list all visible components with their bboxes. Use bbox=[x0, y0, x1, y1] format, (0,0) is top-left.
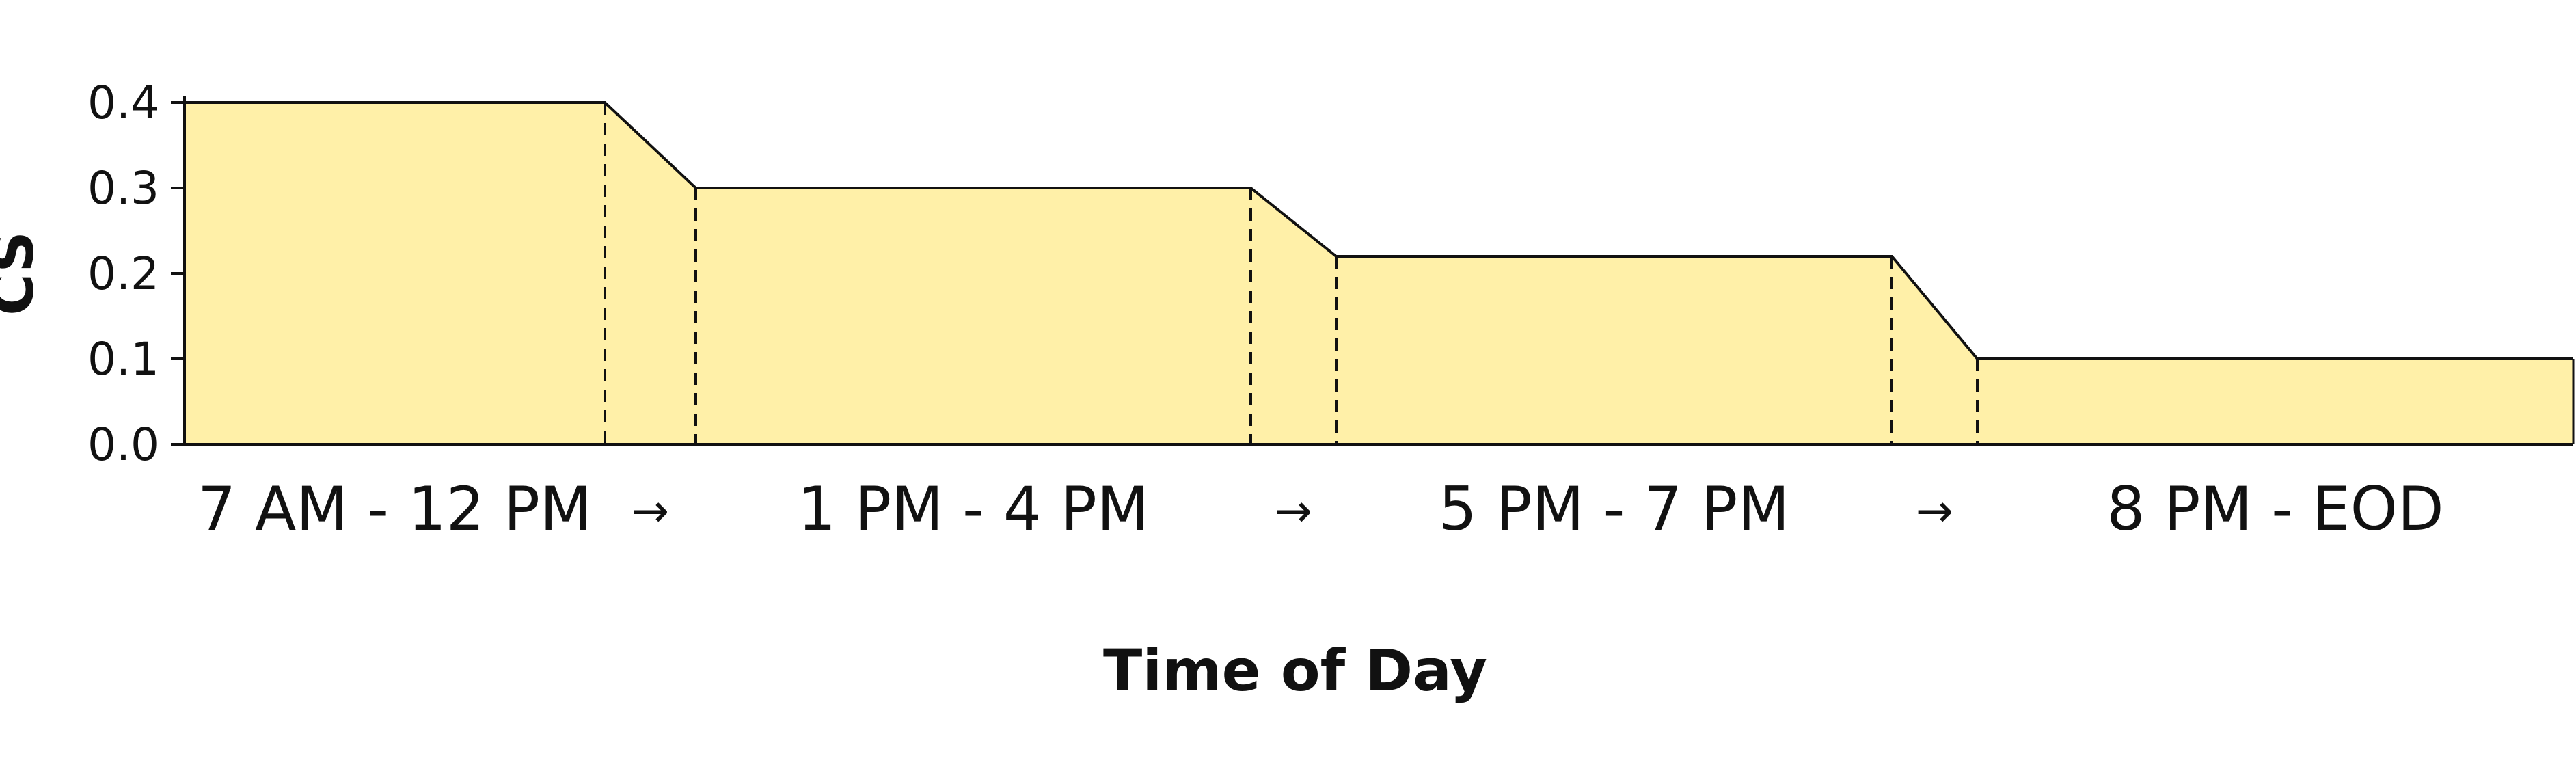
area-fill bbox=[185, 103, 2573, 444]
area-outline bbox=[185, 101, 2573, 360]
plot-area bbox=[185, 101, 2575, 444]
y-axis-title: CS bbox=[0, 231, 46, 316]
transition-arrow: → bbox=[1275, 485, 1312, 537]
y-tick-label: 0.3 bbox=[87, 162, 159, 215]
x-axis-title: Time of Day bbox=[1103, 637, 1487, 704]
x-period-labels: 7 AM - 12 PM 1 PM - 4 PM 5 PM - 7 PM 8 PM -… bbox=[198, 474, 2444, 544]
transition-arrow: → bbox=[1916, 485, 1953, 537]
axes: 0.0 0.1 0.2 0.3 0.4 bbox=[87, 77, 2573, 471]
y-tick-label: 0.0 bbox=[87, 418, 159, 471]
period-label: 7 AM - 12 PM bbox=[198, 474, 592, 544]
period-label: 5 PM - 7 PM bbox=[1439, 474, 1790, 544]
period-label: 8 PM - EOD bbox=[2106, 474, 2443, 544]
transition-arrow: → bbox=[632, 485, 669, 537]
y-tick-label: 0.4 bbox=[87, 77, 159, 129]
period-label: 1 PM - 4 PM bbox=[798, 474, 1149, 544]
y-tick-label: 0.1 bbox=[87, 333, 159, 386]
y-tick-label: 0.2 bbox=[87, 247, 159, 300]
